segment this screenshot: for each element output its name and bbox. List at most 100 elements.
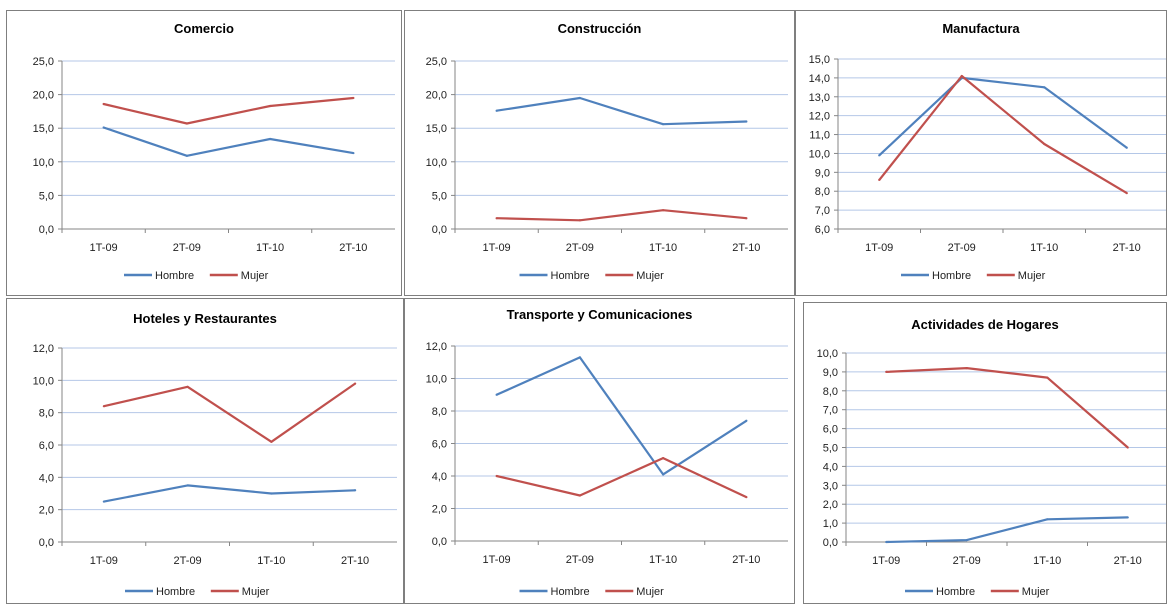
y-tick-label: 4,0: [823, 461, 838, 473]
x-tick-label: 1T-09: [865, 242, 893, 254]
data-point-mujer: [960, 74, 963, 78]
y-tick-label: 10,0: [426, 374, 447, 386]
y-tick-label: 6,0: [815, 224, 830, 236]
y-tick-label: 25,0: [33, 56, 54, 68]
y-tick-label: 9,0: [815, 167, 830, 179]
series-line-hombre: [496, 356, 747, 476]
x-tick-label: 2T-10: [339, 242, 367, 254]
y-tick-label: 6,0: [432, 439, 447, 451]
y-tick-label: 3,0: [823, 480, 838, 492]
y-tick-label: 8,0: [815, 186, 830, 198]
data-point-mujer: [662, 457, 665, 460]
chart-svg: Manufactura 6,0 7,0 8,0 9,0 10,0 11,0 12,0 13,0 1…: [809, 21, 1166, 282]
data-point-hombre: [495, 109, 498, 112]
data-point-hombre: [352, 151, 355, 155]
y-tick-label: 10,0: [817, 348, 838, 360]
chart-title: Comercio: [174, 21, 234, 36]
y-tick-label: 14,0: [809, 73, 830, 85]
y-tick-label: 10,0: [33, 157, 54, 169]
x-tick-label: 1T-10: [649, 242, 677, 254]
data-point-mujer: [354, 382, 357, 385]
legend-label-mujer: Mujer: [1022, 586, 1050, 598]
series-line-mujer: [496, 209, 747, 222]
data-point-hombre: [354, 489, 357, 492]
series-line-mujer: [886, 366, 1129, 449]
chart-panel-comercio: Comercio 0,0 5,0 10,0 15,0 20,0 25,0 1T-09 2T-09…: [6, 10, 402, 296]
data-point-mujer: [745, 496, 748, 499]
y-tick-label: 12,0: [809, 111, 830, 123]
legend-label-mujer: Mujer: [241, 270, 269, 282]
y-tick-label: 1,0: [823, 518, 838, 530]
data-point-mujer: [495, 217, 498, 220]
data-point-mujer: [269, 104, 272, 108]
chart-panel-hogares: Actividades de Hogares 0,0 1,0 2,0 3,0 4,0 5,0…: [803, 302, 1167, 604]
x-tick-label: 1T-09: [483, 554, 511, 566]
data-point-mujer: [745, 217, 748, 220]
data-point-hombre: [185, 154, 188, 157]
data-point-hombre: [662, 123, 665, 126]
x-tick-label: 1T-10: [257, 555, 285, 567]
legend-label-hombre: Hombre: [551, 270, 590, 282]
x-tick-label: 2T-10: [341, 555, 369, 567]
data-point-mujer: [1126, 446, 1129, 449]
data-point-mujer: [578, 494, 581, 497]
data-point-hombre: [186, 484, 189, 487]
y-tick-label: 0,0: [432, 536, 447, 548]
data-point-hombre: [269, 137, 272, 141]
data-point-hombre: [270, 492, 273, 495]
data-point-mujer: [352, 96, 355, 100]
y-tick-label: 6,0: [823, 424, 838, 436]
chart-svg: Transporte y Comunicaciones 0,0 2,0 4,0 6,0 8…: [426, 307, 788, 598]
series-line-hombre: [496, 96, 747, 126]
x-tick-label: 2T-10: [1113, 242, 1141, 254]
y-tick-label: 12,0: [33, 343, 54, 355]
chart-panel-manufactura: Manufactura 6,0 7,0 8,0 9,0 10,0 11,0 12,0 13,0 1…: [795, 10, 1167, 296]
y-tick-label: 13,0: [809, 92, 830, 104]
y-tick-label: 0,0: [39, 537, 54, 549]
legend-label-mujer: Mujer: [242, 586, 270, 598]
data-point-mujer: [1125, 192, 1128, 195]
data-point-mujer: [885, 370, 888, 373]
series-line-mujer: [103, 96, 354, 125]
data-point-mujer: [578, 219, 581, 222]
legend-label-mujer: Mujer: [636, 270, 664, 282]
chart-title: Hoteles y Restaurantes: [133, 311, 277, 326]
y-tick-label: 5,0: [432, 190, 447, 202]
series-line-mujer: [103, 382, 356, 443]
data-point-hombre: [495, 393, 498, 396]
y-tick-label: 5,0: [823, 443, 838, 455]
y-tick-label: 9,0: [823, 367, 838, 379]
chart-svg: Hoteles y Restaurantes 0,0 2,0 4,0 6,0 8,0 10,…: [33, 311, 397, 598]
x-tick-label: 1T-10: [1033, 555, 1061, 567]
data-point-mujer: [495, 474, 498, 478]
legend-label-mujer: Mujer: [636, 586, 664, 598]
data-point-mujer: [1043, 142, 1046, 146]
series-line-hombre: [886, 516, 1128, 544]
y-tick-label: 10,0: [33, 375, 54, 387]
data-point-hombre: [578, 356, 581, 359]
x-tick-label: 2T-09: [948, 242, 976, 254]
y-tick-label: 15,0: [809, 54, 830, 66]
y-tick-label: 0,0: [432, 224, 447, 236]
data-point-mujer: [186, 385, 189, 388]
x-tick-label: 2T-09: [953, 555, 981, 567]
y-tick-label: 8,0: [432, 406, 447, 418]
series-line-hombre: [103, 126, 354, 157]
y-tick-label: 2,0: [823, 499, 838, 511]
y-tick-label: 8,0: [823, 386, 838, 398]
chart-panel-transporte: Transporte y Comunicaciones 0,0 2,0 4,0 6,0 8…: [404, 298, 795, 604]
y-tick-label: 6,0: [39, 440, 54, 452]
legend-label-hombre: Hombre: [936, 586, 975, 598]
chart-panel-construccion: Construcción 0,0 5,0 10,0 15,0 20,0 25,0 1T-09 2…: [404, 10, 795, 296]
data-point-hombre: [578, 96, 581, 100]
y-tick-label: 15,0: [33, 123, 54, 135]
data-point-hombre: [1125, 146, 1128, 149]
series-line-hombre: [878, 76, 1128, 157]
data-point-mujer: [1046, 376, 1049, 379]
data-point-hombre: [885, 540, 888, 544]
y-tick-label: 2,0: [39, 505, 54, 517]
chart-title: Construcción: [558, 21, 642, 36]
x-tick-label: 2T-10: [732, 242, 760, 254]
x-tick-label: 1T-09: [90, 242, 118, 254]
x-tick-label: 2T-09: [173, 242, 201, 254]
